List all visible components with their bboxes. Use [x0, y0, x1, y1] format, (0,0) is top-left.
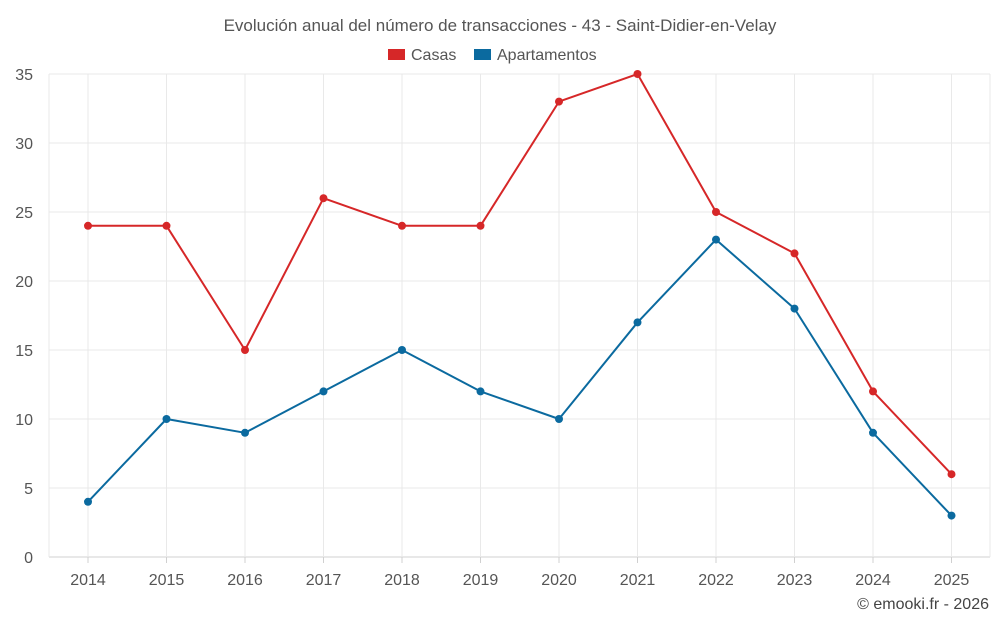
- y-tick-label: 5: [24, 481, 33, 498]
- x-tick-label: 2024: [855, 572, 891, 589]
- data-point-apartamentos[interactable]: [869, 428, 877, 437]
- x-axis: 2014 2015 2016 2017 2018 2019 2020 2021 2022 2023…: [70, 557, 969, 589]
- data-point-apartamentos[interactable]: [712, 235, 720, 244]
- x-tick-label: 2022: [698, 572, 734, 589]
- data-point-casas[interactable]: [162, 221, 171, 230]
- y-tick-label: 30: [15, 136, 33, 153]
- series-line-casas: [88, 73, 953, 475]
- data-point-casas[interactable]: [633, 70, 642, 78]
- y-tick-label: 25: [15, 205, 33, 222]
- data-point-apartamentos[interactable]: [947, 511, 956, 520]
- data-point-apartamentos[interactable]: [319, 387, 328, 396]
- x-tick-label: 2020: [541, 572, 577, 589]
- data-point-apartamentos[interactable]: [162, 415, 171, 423]
- data-point-apartamentos[interactable]: [633, 318, 642, 327]
- x-tick-label: 2021: [620, 572, 656, 589]
- y-tick-label: 0: [24, 550, 33, 567]
- legend-label-apartamentos: Apartamentos: [497, 47, 597, 64]
- series-line-apartamentos: [87, 238, 953, 517]
- legend-item-casas[interactable]: Casas: [388, 47, 456, 64]
- y-tick-label: 35: [15, 67, 33, 84]
- x-tick-label: 2016: [227, 572, 263, 589]
- y-tick-label: 20: [15, 274, 33, 291]
- data-point-casas[interactable]: [555, 97, 563, 106]
- chart-title: Evolución anual del número de transaccio…: [224, 16, 777, 35]
- data-point-casas[interactable]: [241, 346, 249, 354]
- data-point-apartamentos[interactable]: [398, 346, 406, 354]
- data-point-casas[interactable]: [319, 194, 328, 203]
- data-point-casas[interactable]: [398, 221, 406, 230]
- data-point-apartamentos[interactable]: [476, 387, 485, 396]
- legend: Casas Apartamentos: [388, 47, 597, 64]
- data-point-casas[interactable]: [947, 470, 956, 479]
- data-point-apartamentos[interactable]: [241, 428, 249, 437]
- x-tick-label: 2023: [777, 572, 813, 589]
- series: [84, 70, 956, 520]
- legend-swatch-casas: [388, 49, 405, 60]
- legend-swatch-apartamentos: [474, 49, 491, 60]
- x-tick-label: 2019: [463, 572, 499, 589]
- data-point-casas[interactable]: [476, 221, 485, 230]
- legend-item-apartamentos[interactable]: Apartamentos: [474, 47, 597, 64]
- x-tick-label: 2015: [149, 572, 185, 589]
- y-tick-label: 15: [15, 343, 33, 360]
- x-tick-label: 2018: [384, 572, 420, 589]
- data-point-casas[interactable]: [84, 221, 92, 230]
- y-tick-label: 10: [15, 412, 33, 429]
- data-point-apartamentos[interactable]: [790, 304, 799, 313]
- x-tick-label: 2014: [70, 572, 106, 589]
- credit-text: © emooki.fr - 2026: [857, 596, 989, 613]
- legend-label-casas: Casas: [411, 47, 456, 64]
- grid: [48, 73, 991, 558]
- data-point-casas[interactable]: [790, 249, 799, 258]
- data-point-apartamentos[interactable]: [84, 497, 92, 506]
- y-axis: 0 5 10 15 20 25 30 35: [15, 67, 33, 567]
- data-point-apartamentos[interactable]: [555, 415, 563, 423]
- data-point-casas[interactable]: [712, 208, 720, 216]
- data-point-casas[interactable]: [869, 387, 877, 396]
- x-tick-label: 2025: [934, 572, 970, 589]
- x-tick-label: 2017: [306, 572, 342, 589]
